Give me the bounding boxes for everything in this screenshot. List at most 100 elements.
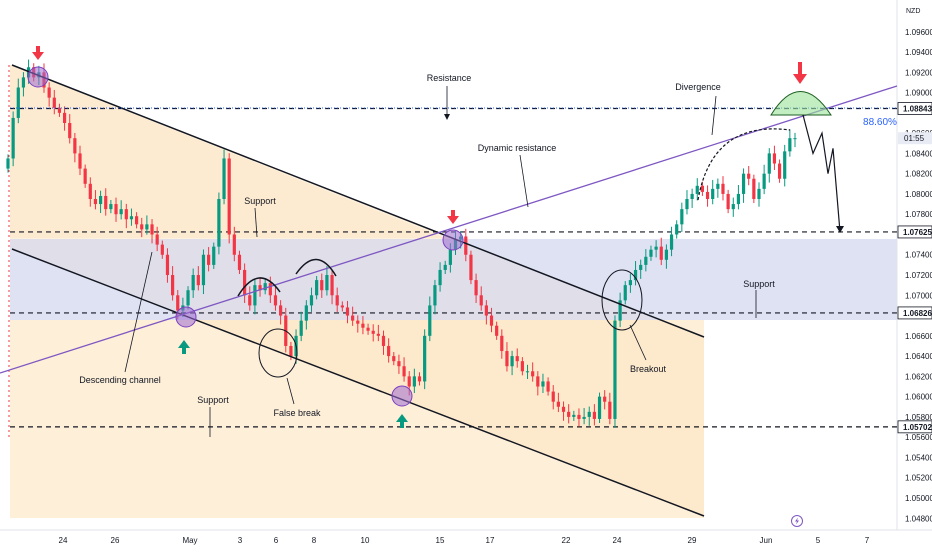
candle [711, 179, 715, 205]
candle [140, 217, 144, 238]
y-tick-label: 1.09000 [905, 89, 932, 98]
candle [309, 287, 314, 312]
candle [165, 248, 170, 283]
y-tick-label: 1.05200 [905, 474, 932, 483]
pointer-line [711, 95, 717, 136]
candle [191, 268, 195, 298]
candle [505, 342, 509, 372]
candle [196, 266, 200, 291]
x-tick-label: 24 [59, 536, 68, 545]
channel-upper-line[interactable] [11, 64, 705, 338]
candle [258, 277, 262, 297]
candle [145, 215, 149, 235]
candle [119, 200, 123, 220]
pivot-circle [391, 385, 413, 407]
candle [572, 410, 576, 421]
pointer-head [444, 114, 450, 120]
breakout-label: Breakout [630, 364, 667, 374]
price-scale[interactable]: 1.096001.094001.092001.090001.086001.084… [905, 28, 932, 523]
candle [680, 202, 684, 233]
price-tag-box [897, 306, 932, 320]
candle [438, 262, 442, 292]
annotation-pointers [124, 86, 757, 437]
x-tick-label: 22 [562, 536, 571, 545]
candle [340, 301, 344, 312]
support-label-lower: Support [197, 395, 229, 405]
x-tick-label: 3 [238, 536, 243, 545]
false-break-label: False break [273, 408, 321, 418]
y-tick-label: 1.07200 [905, 271, 932, 280]
candle [716, 178, 720, 198]
x-tick-label: 10 [361, 536, 370, 545]
pointer-line [254, 207, 258, 238]
candle [608, 392, 612, 425]
pivot-circle [442, 229, 464, 251]
candle [325, 266, 329, 296]
candle [695, 178, 699, 201]
candle [207, 247, 211, 272]
candle [104, 188, 108, 216]
candle [592, 404, 596, 426]
y-tick-label: 1.05000 [905, 494, 932, 503]
candle [237, 250, 242, 275]
pivot-circle [27, 66, 49, 88]
candle [299, 311, 303, 342]
divergence-label: Divergence [675, 82, 721, 92]
false-break-circle [258, 328, 298, 378]
candle [279, 300, 283, 325]
channel-lower-line[interactable] [11, 248, 705, 517]
trend-lines [0, 64, 898, 517]
candle [114, 197, 118, 222]
candle [381, 330, 386, 355]
candle [618, 292, 622, 328]
candle [155, 226, 159, 252]
candle [577, 408, 581, 427]
candle [78, 145, 82, 176]
candle [531, 362, 535, 382]
candle [788, 129, 792, 157]
sell-arrow-icon [447, 210, 459, 224]
candle [212, 242, 216, 269]
candle [361, 315, 365, 335]
time-scale[interactable]: 24 26 May 3 6 8 10 15 17 22 24 29 Jun 5 7 [59, 536, 870, 545]
candle [664, 244, 669, 269]
candle [150, 219, 154, 244]
divergence-dome [770, 91, 832, 116]
y-tick-label: 1.07400 [905, 251, 932, 260]
candle [366, 323, 370, 335]
x-tick-label: 6 [274, 536, 279, 545]
candle [248, 286, 252, 311]
candle [633, 261, 638, 286]
x-tick-label: 26 [111, 536, 120, 545]
x-tick-label: May [182, 536, 197, 545]
candle [433, 279, 437, 315]
y-tick-label: 1.08400 [905, 149, 932, 158]
candle [387, 338, 391, 363]
candle [412, 368, 416, 393]
candle [392, 352, 396, 366]
dynamic-resistance-line[interactable] [0, 85, 898, 374]
candle [330, 269, 334, 305]
y-tick-label: 1.09200 [905, 68, 932, 77]
y-tick-label: 1.06000 [905, 393, 932, 402]
x-tick-label: 29 [688, 536, 697, 545]
candle [628, 273, 632, 293]
flash-icon[interactable] [791, 515, 803, 527]
candle [351, 306, 355, 326]
candle [561, 401, 566, 421]
price-tag-box [897, 225, 932, 239]
y-tick-label: 1.06600 [905, 332, 932, 341]
forecast-arrow-head [836, 225, 844, 233]
candle [62, 106, 67, 131]
support-label-right: Support [743, 279, 775, 289]
candle [623, 281, 627, 305]
candle [201, 249, 206, 295]
candle [134, 212, 139, 229]
candle [417, 372, 422, 386]
candle [222, 149, 226, 205]
candle [171, 266, 175, 301]
candle [597, 392, 602, 423]
y-tick-label: 1.08000 [905, 190, 932, 199]
